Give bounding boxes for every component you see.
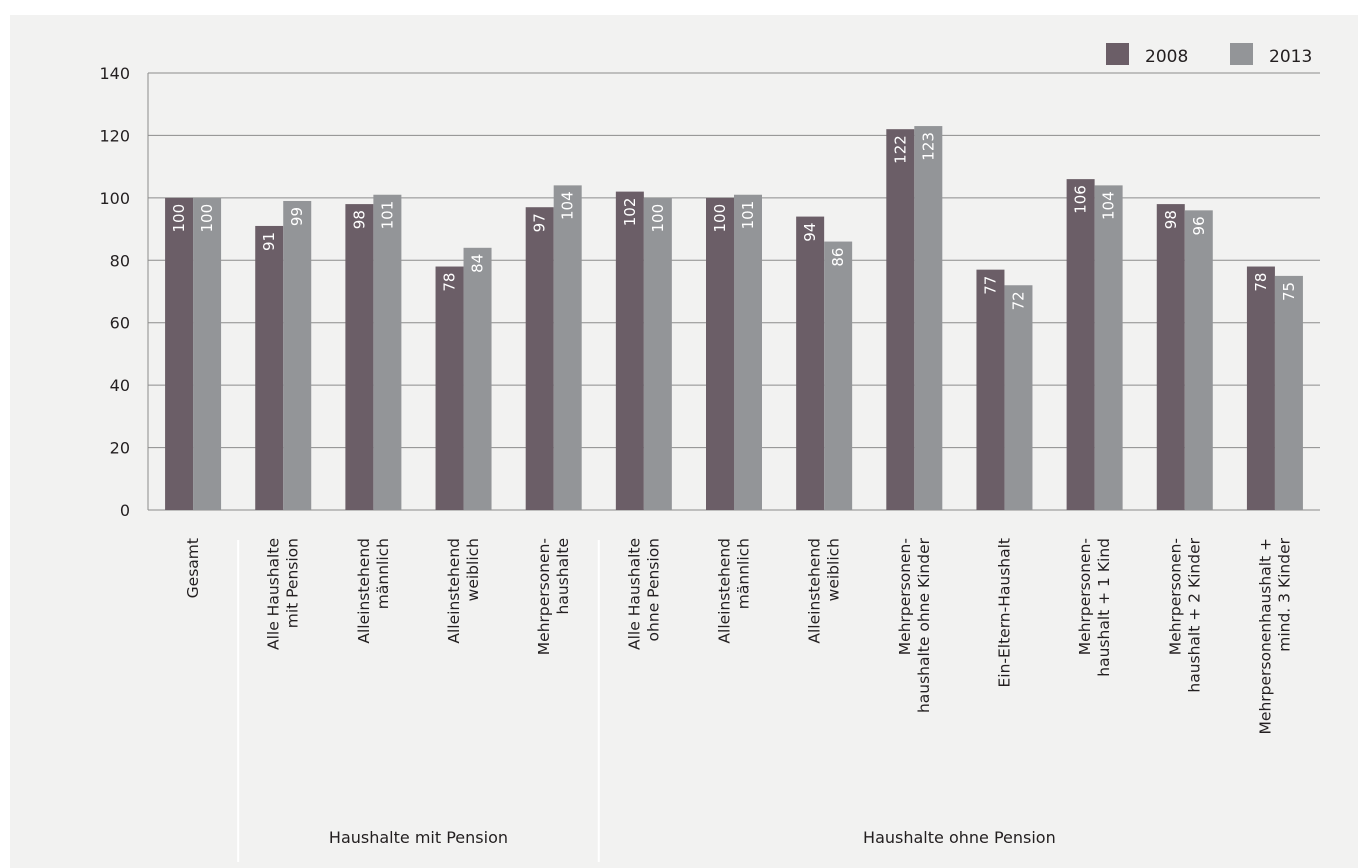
data-label: 86 [829,248,847,267]
x-tick-label: haushalt + 1 Kind [1095,538,1113,677]
data-label: 104 [559,191,577,220]
data-label: 100 [170,204,188,233]
bar [734,194,762,510]
x-tick-label: haushalt + 2 Kinder [1185,537,1203,692]
data-label: 84 [469,254,487,273]
data-label: 101 [378,201,396,230]
bar [914,126,943,511]
data-label: 99 [288,207,306,226]
legend-swatch [1106,43,1129,65]
bar [643,197,672,510]
bars: 100 100 91 99 98 101 78 84 97 104 102 100 100 101 94 86… [165,126,1303,511]
x-axis: Gesamt Alle Haushalte mit Pension Alleinste… [184,537,1293,734]
x-tick-label: Alle Haushalte [265,538,283,650]
bar [283,200,312,510]
data-label: 78 [441,273,459,292]
data-label: 104 [1100,191,1118,220]
bar [165,197,194,510]
y-tick-label: 20 [110,439,130,458]
data-label: 91 [260,232,278,251]
y-tick-label: 100 [99,189,130,208]
x-tick-label: weiblich [464,538,482,601]
x-tick-label: Alleinstehend [355,538,373,644]
y-tick-label: 60 [110,314,130,333]
bar [1004,285,1033,510]
bar [1246,266,1275,510]
x-tick-label: Mehrpersonen- [896,538,914,655]
chart-background [10,15,1358,868]
data-label: 122 [891,135,909,164]
group-labels: Haushalte mit Pension Haushalte ohne Pens… [237,540,1056,862]
x-tick-label: mit Pension [284,538,302,628]
bar [886,129,915,510]
data-label: 96 [1190,216,1208,235]
x-tick-label: Mehrpersonen- [1076,538,1094,655]
x-tick-label: haushalte ohne Kinder [915,537,933,713]
x-tick-label: Gesamt [184,538,202,598]
data-label: 98 [1162,210,1180,229]
data-label: 100 [649,204,667,233]
legend-swatch [1230,43,1253,65]
x-tick-label: männlich [735,538,753,609]
x-tick-label: männlich [374,538,392,609]
data-label: 98 [350,210,368,229]
bar [1066,179,1095,510]
x-tick-label: Alleinstehend [445,538,463,644]
data-label: 100 [711,204,729,233]
legend-label: 2008 [1145,47,1188,67]
data-label: 101 [739,201,757,230]
bar [706,197,734,510]
x-tick-label: Ein-Eltern-Haushalt [995,538,1013,688]
bar [824,241,853,511]
bar [255,225,284,510]
data-label: 78 [1252,273,1270,292]
data-label: 97 [531,213,549,232]
y-tick-label: 40 [110,376,130,395]
x-tick-label: Alleinstehend [716,538,734,644]
x-tick-label: ohne Pension [644,538,662,641]
y-axis: 0 20 40 60 80 100 120 140 [99,64,1320,520]
data-label: 77 [981,276,999,295]
data-label: 72 [1009,291,1027,310]
legend: 2008 2013 [1106,43,1312,67]
bar [193,197,222,510]
bar [525,207,554,510]
data-label: 123 [919,132,937,161]
data-label: 106 [1072,185,1090,214]
bar [373,194,402,510]
y-tick-label: 140 [99,64,130,83]
group-label: Haushalte ohne Pension [863,828,1056,847]
bar [345,204,374,510]
bar [796,216,825,511]
group-label: Haushalte mit Pension [329,828,508,847]
legend-label: 2013 [1269,47,1312,67]
x-tick-label: mind. 3 Kinder [1275,537,1293,651]
y-tick-label: 0 [120,501,130,520]
x-tick-label: weiblich [825,538,843,601]
bar [1184,210,1213,511]
data-label: 102 [621,198,639,227]
bar [1274,275,1303,510]
y-tick-label: 120 [99,126,130,145]
data-label: 100 [198,204,216,233]
bar [553,185,582,510]
x-tick-label: Mehrpersonenhaushalt + [1256,538,1274,734]
bar [615,191,644,510]
data-label: 94 [801,223,819,242]
bar [1094,185,1123,510]
y-tick-label: 80 [110,251,130,270]
data-label: 75 [1280,282,1298,301]
x-tick-label: Alleinstehend [806,538,824,644]
bar [463,247,492,511]
bar [976,269,1005,510]
x-tick-label: Alle Haushalte [625,538,643,650]
x-tick-label: Mehrpersonen- [1166,538,1184,655]
bar [435,266,464,510]
x-tick-label: haushalte [554,538,572,614]
x-tick-label: Mehrpersonen- [535,538,553,655]
bar [1156,204,1185,510]
